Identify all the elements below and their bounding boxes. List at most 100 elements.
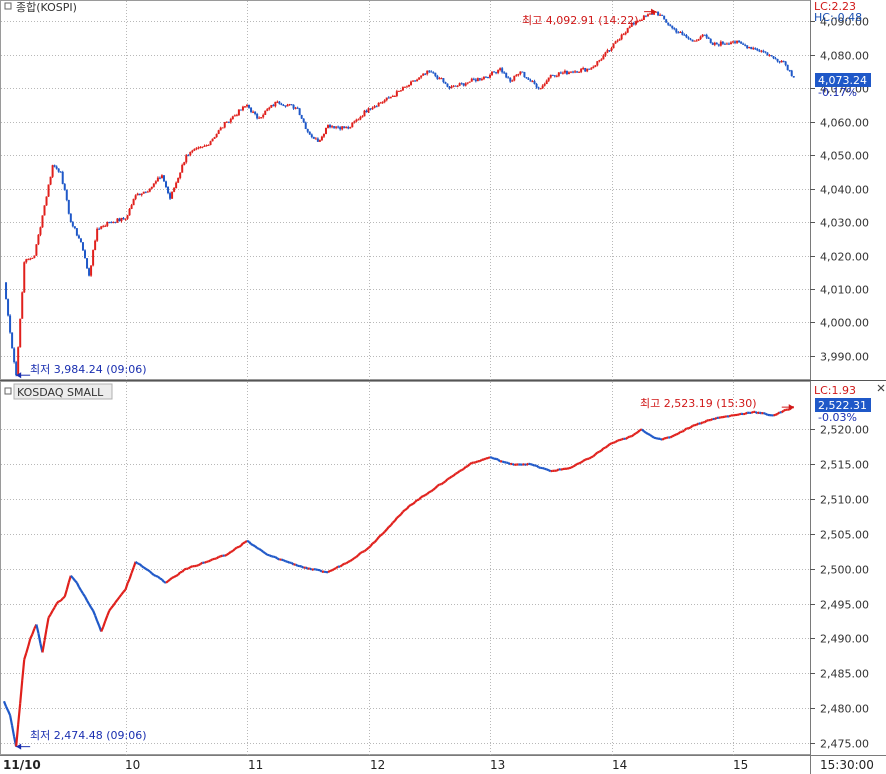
line-segment	[159, 577, 163, 581]
candle-body	[167, 187, 170, 194]
candle-body	[73, 226, 76, 229]
candle-body	[685, 35, 688, 38]
candle-body	[171, 191, 174, 199]
line-segment	[402, 509, 406, 513]
line-segment	[773, 413, 776, 417]
kosdaq-last-value: 2,522.31	[818, 399, 867, 412]
y-tick-label: 4,050.00	[820, 150, 869, 163]
x-label-time: 15:30:00	[820, 758, 874, 772]
candle-body	[740, 42, 743, 44]
candle-body	[369, 108, 372, 110]
line-segment	[62, 595, 66, 600]
candle-body	[320, 136, 323, 141]
line-segment	[224, 553, 228, 557]
line-segment	[157, 575, 161, 580]
x-label-hour-14: 14	[612, 758, 627, 772]
candle-body	[525, 76, 528, 79]
candle-body	[349, 127, 352, 129]
candle-body	[428, 70, 431, 72]
candle-body	[422, 73, 425, 76]
candle-body	[144, 191, 147, 193]
line-segment	[377, 534, 382, 539]
candle-body	[351, 122, 354, 128]
candle-body	[345, 127, 348, 129]
pane-menu-icon[interactable]	[4, 387, 12, 395]
line-segment	[31, 628, 36, 635]
line-segment	[128, 572, 133, 580]
line-segment	[108, 607, 113, 612]
candle-body	[383, 100, 386, 102]
candle-body	[784, 61, 787, 65]
kospi-last-value-box	[815, 73, 871, 87]
close-pane-icon[interactable]	[876, 384, 885, 392]
line-segment	[367, 545, 372, 549]
candle-body	[284, 105, 287, 107]
candle-body	[112, 221, 115, 223]
candle-body	[659, 14, 662, 16]
candle-body	[744, 44, 747, 46]
line-segment	[362, 550, 365, 553]
line-segment	[134, 560, 139, 565]
candle-body	[274, 101, 277, 107]
candle-body	[567, 72, 570, 74]
candle-body	[772, 56, 775, 59]
line-segment	[410, 502, 414, 506]
line-segment	[572, 464, 576, 468]
line-segment	[260, 549, 264, 553]
candle-body	[727, 43, 730, 45]
candle-body	[561, 72, 564, 74]
candle-body	[387, 97, 390, 99]
candle-body	[104, 225, 107, 227]
line-segment	[671, 434, 675, 438]
candle-body	[278, 101, 281, 104]
y-tick-label: 4,000.00	[820, 317, 869, 330]
line-segment	[153, 574, 157, 578]
candle-body	[27, 259, 30, 261]
kospi-pane-header: 종합(KOSPI)	[4, 1, 77, 14]
candle-body	[754, 48, 757, 50]
candle-body	[193, 149, 196, 151]
line-segment	[94, 615, 99, 622]
line-segment	[683, 427, 688, 432]
line-segment	[418, 496, 423, 501]
candle-body	[318, 140, 321, 142]
candle-body	[67, 199, 70, 214]
kospi-last-value: 4,073.24	[818, 74, 867, 87]
line-segment	[375, 536, 380, 541]
line-segment	[122, 588, 127, 593]
candle-body	[96, 228, 99, 241]
candle-body	[282, 105, 285, 107]
line-segment	[728, 414, 732, 418]
candle-body	[33, 255, 36, 258]
line-segment	[208, 559, 212, 563]
line-segment	[556, 468, 560, 472]
candle-body	[203, 145, 206, 147]
line-segment	[264, 552, 268, 556]
candle-body	[774, 58, 777, 60]
candle-body	[5, 282, 8, 300]
candle-body	[353, 121, 356, 123]
candle-body	[197, 147, 200, 149]
line-segment	[51, 606, 56, 612]
line-segment	[124, 583, 129, 591]
kosdaq-lc-label: LC:1.93	[814, 384, 856, 397]
line-segment	[43, 628, 48, 641]
candle-body	[302, 118, 305, 123]
candle-body	[221, 127, 224, 129]
candle-body	[304, 122, 307, 130]
candle-body	[77, 235, 80, 239]
line-segment	[151, 572, 155, 576]
line-segment	[88, 603, 93, 609]
line-segment	[138, 563, 143, 567]
candle-body	[616, 40, 619, 42]
line-segment	[295, 563, 299, 567]
candle-body	[280, 103, 283, 106]
candle-body	[535, 83, 538, 88]
candle-body	[250, 107, 253, 113]
candle-body	[693, 40, 696, 42]
pane-menu-icon[interactable]	[4, 2, 12, 10]
candle-body	[732, 41, 734, 43]
line-segment	[84, 596, 89, 602]
candle-body	[248, 105, 251, 108]
line-segment	[412, 501, 416, 505]
